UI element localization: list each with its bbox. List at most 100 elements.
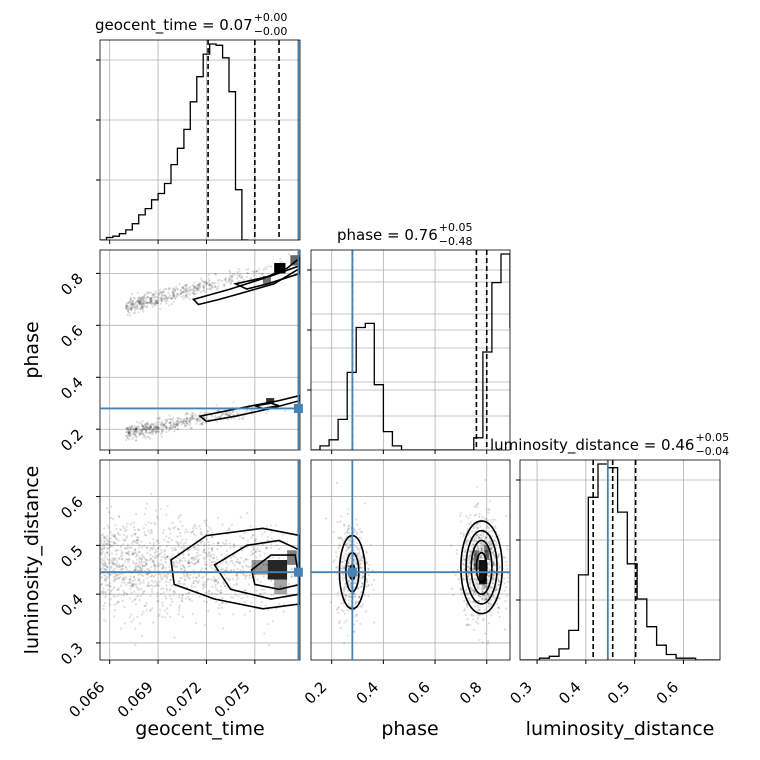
- scatter-point: [496, 602, 499, 606]
- scatter-point: [132, 427, 135, 430]
- scatter-point: [172, 527, 175, 530]
- scatter-point: [158, 296, 162, 299]
- scatter-point: [200, 576, 204, 580]
- scatter-point: [136, 594, 140, 597]
- scatter-point: [164, 426, 167, 430]
- scatter-point: [212, 286, 215, 289]
- scatter-point: [129, 435, 132, 438]
- scatter-point: [194, 579, 198, 582]
- scatter-point: [126, 304, 129, 307]
- scatter-point: [359, 530, 363, 534]
- scatter-point: [467, 559, 470, 562]
- scatter-point: [155, 424, 158, 427]
- scatter-point: [191, 527, 195, 530]
- scatter-point: [135, 306, 138, 309]
- scatter-point: [138, 300, 141, 303]
- scatter-point: [157, 417, 160, 420]
- scatter-point: [231, 562, 235, 565]
- scatter-point: [149, 437, 152, 440]
- scatter-point: [145, 305, 148, 308]
- scatter-point: [187, 553, 190, 557]
- scatter-point: [133, 311, 137, 314]
- scatter-point: [100, 552, 103, 555]
- scatter-point: [228, 528, 231, 531]
- scatter-point: [109, 516, 113, 520]
- x-tick-label: 0.6: [404, 678, 434, 708]
- scatter-point: [488, 569, 491, 572]
- scatter-point: [359, 566, 362, 569]
- scatter-point: [164, 556, 167, 559]
- scatter-point: [154, 432, 157, 435]
- scatter-point: [173, 426, 176, 429]
- scatter-point: [139, 307, 142, 311]
- scatter-point: [150, 530, 153, 533]
- scatter-point: [357, 547, 360, 550]
- scatter-point: [104, 620, 107, 623]
- scatter-point: [203, 543, 206, 546]
- scatter-point: [504, 560, 508, 563]
- scatter-point: [195, 288, 199, 292]
- scatter-point: [348, 538, 351, 542]
- scatter-point: [137, 589, 140, 592]
- scatter-point: [173, 590, 176, 593]
- scatter-point: [202, 585, 205, 588]
- scatter-point: [169, 604, 172, 607]
- scatter-point: [492, 560, 495, 563]
- scatter-point: [158, 293, 161, 296]
- scatter-point: [241, 417, 245, 420]
- title-luminosity-distance-text: luminosity_distance = 0.46: [490, 436, 694, 455]
- scatter-point: [133, 528, 136, 532]
- scatter-point: [493, 557, 496, 560]
- scatter-point: [109, 598, 112, 601]
- scatter-point: [476, 599, 480, 603]
- scatter-point: [130, 584, 133, 587]
- scatter-point: [151, 305, 154, 308]
- scatter-point: [142, 590, 145, 594]
- scatter-point: [155, 430, 158, 433]
- scatter-point: [168, 427, 171, 430]
- scatter-point: [484, 598, 487, 601]
- scatter-point: [138, 297, 141, 300]
- scatter-point: [480, 594, 483, 597]
- scatter-point: [491, 586, 494, 589]
- scatter-point: [472, 569, 476, 572]
- scatter-point: [344, 559, 347, 562]
- scatter-point: [128, 550, 131, 553]
- scatter-point: [114, 575, 117, 578]
- scatter-point: [174, 548, 177, 551]
- scatter-point: [179, 531, 182, 534]
- scatter-point: [336, 520, 339, 524]
- scatter-point: [135, 569, 138, 572]
- scatter-point: [178, 561, 182, 564]
- scatter-point: [189, 287, 192, 291]
- scatter-point: [127, 433, 130, 436]
- scatter-point: [346, 608, 349, 611]
- scatter-point: [165, 295, 168, 298]
- panel-frame: [519, 459, 721, 661]
- scatter-point: [132, 301, 135, 304]
- scatter-point: [353, 623, 356, 626]
- scatter-point: [147, 529, 150, 532]
- scatter-point: [131, 429, 135, 432]
- scatter-point: [140, 302, 143, 305]
- scatter-point: [227, 577, 230, 580]
- scatter-point: [157, 425, 160, 429]
- scatter-point: [232, 596, 235, 599]
- scatter-point: [364, 550, 368, 553]
- scatter-point: [103, 535, 106, 538]
- scatter-point: [225, 566, 228, 569]
- scatter-point: [134, 433, 137, 436]
- scatter-point: [502, 556, 505, 559]
- scatter-point: [344, 532, 347, 535]
- scatter-point: [173, 636, 176, 639]
- scatter-point: [141, 567, 144, 570]
- scatter-point: [488, 562, 491, 565]
- scatter-point: [461, 562, 464, 565]
- scatter-point: [190, 426, 193, 430]
- scatter-point: [152, 621, 155, 624]
- scatter-point: [129, 296, 132, 300]
- scatter-point: [115, 553, 118, 556]
- scatter-point: [490, 585, 493, 588]
- scatter-point: [213, 579, 216, 582]
- scatter-point: [366, 551, 369, 554]
